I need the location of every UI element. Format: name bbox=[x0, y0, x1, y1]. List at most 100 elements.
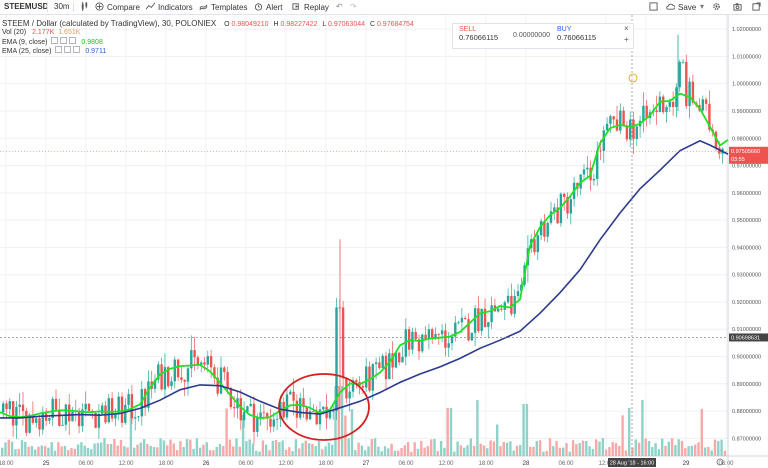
compare-button[interactable]: Compare bbox=[95, 2, 140, 12]
candle-body bbox=[516, 291, 520, 297]
candle-body bbox=[605, 123, 609, 131]
legend-ema9-row[interactable]: EMA (9, close) 0.9808 bbox=[2, 37, 414, 46]
price-chart[interactable]: 18:00 25 06:00 12:00 18:00 26 06:00 12:00 18:00 2… bbox=[0, 15, 768, 468]
interval-button[interactable]: 30m bbox=[54, 2, 70, 11]
volume-bar bbox=[614, 443, 618, 456]
candle-body bbox=[391, 353, 394, 368]
sell-button[interactable]: SELL 0.76066115 bbox=[459, 26, 498, 42]
volume-bar bbox=[327, 442, 331, 456]
volume-bar bbox=[538, 440, 542, 456]
trade-panel-add-icon[interactable]: + bbox=[624, 35, 629, 44]
candle-body bbox=[592, 178, 596, 181]
candle-body bbox=[612, 116, 615, 120]
candle-body bbox=[299, 398, 302, 418]
volume-bar bbox=[10, 441, 14, 456]
compare-label: Compare bbox=[107, 3, 140, 12]
volume-bar bbox=[367, 446, 370, 456]
volume-bar bbox=[199, 447, 202, 456]
candle-body bbox=[549, 211, 553, 223]
candle-body bbox=[213, 367, 216, 378]
indicators-button[interactable]: Indicators bbox=[146, 2, 193, 12]
legend-volume-row[interactable]: Vol (20) 2.177K 1.651K bbox=[2, 29, 414, 38]
volume-bar bbox=[710, 450, 713, 456]
volume-bar bbox=[354, 450, 357, 456]
ema9-line bbox=[0, 92, 729, 420]
volume-bar bbox=[657, 449, 661, 456]
ema25-line bbox=[0, 139, 729, 419]
snapshot-button[interactable] bbox=[733, 2, 745, 12]
x-tick-label: 06:00 bbox=[398, 461, 414, 467]
volume-bar bbox=[156, 447, 159, 456]
volume-bar bbox=[215, 446, 218, 456]
volume-bar bbox=[271, 440, 274, 456]
candle-body bbox=[206, 356, 209, 365]
volume-bar bbox=[4, 442, 7, 456]
volume-bar bbox=[558, 447, 562, 456]
fullscreen-button[interactable] bbox=[649, 2, 661, 12]
candle-body bbox=[497, 308, 500, 312]
bar-style-button[interactable] bbox=[80, 2, 92, 12]
candle-body bbox=[58, 409, 61, 426]
candle-body bbox=[381, 355, 384, 369]
candle-body bbox=[460, 317, 464, 323]
volume-bar bbox=[212, 450, 215, 456]
settings-button[interactable] bbox=[712, 2, 724, 12]
candle-body bbox=[196, 357, 200, 365]
candle-body bbox=[249, 403, 252, 407]
volume-bar bbox=[63, 445, 67, 456]
close-icon[interactable] bbox=[73, 45, 81, 53]
trade-panel-close-icon[interactable]: × bbox=[624, 24, 629, 33]
undo-button[interactable]: ↶ bbox=[336, 2, 343, 11]
volume-bar bbox=[377, 446, 380, 456]
candle-body bbox=[365, 366, 368, 388]
format-icon[interactable] bbox=[60, 37, 68, 44]
candle-body bbox=[51, 398, 54, 419]
candle-body bbox=[147, 381, 150, 408]
redo-button[interactable]: ↷ bbox=[350, 2, 357, 11]
volume-bar bbox=[449, 408, 453, 456]
volume-bar bbox=[53, 450, 57, 456]
crosshair-time-badge bbox=[608, 458, 656, 467]
buy-button[interactable]: BUY 0.76066115 bbox=[557, 26, 596, 42]
volume-bar bbox=[189, 439, 192, 456]
popup-button[interactable] bbox=[752, 2, 764, 12]
candle-body bbox=[510, 295, 513, 314]
candle-body bbox=[114, 414, 117, 419]
legend-ema25-row[interactable]: EMA (25, close) 0.9711 bbox=[2, 45, 414, 55]
volume-bar bbox=[637, 442, 641, 456]
replay-button[interactable]: Replay bbox=[292, 2, 329, 12]
x-tick-label: 06:00 bbox=[238, 461, 254, 467]
alert-button[interactable]: Alert bbox=[254, 2, 282, 12]
close-icon[interactable] bbox=[69, 37, 77, 44]
candle-body bbox=[398, 352, 401, 363]
eye-icon[interactable] bbox=[51, 37, 59, 44]
symbol-search[interactable]: STEEMUSD bbox=[4, 2, 49, 11]
candle-body bbox=[252, 403, 256, 432]
sell-label: SELL bbox=[459, 26, 477, 33]
volume-bar bbox=[585, 440, 588, 456]
candle-body bbox=[477, 308, 480, 331]
volume-bar bbox=[222, 445, 225, 456]
volume-bar bbox=[651, 447, 654, 456]
volume-bar bbox=[469, 438, 472, 456]
save-button[interactable]: Save bbox=[666, 2, 696, 12]
volume-bar bbox=[515, 445, 519, 456]
candle-body bbox=[186, 368, 190, 382]
camera-icon bbox=[733, 3, 742, 11]
volume-bar bbox=[133, 447, 136, 456]
countdown-label: 03:55 bbox=[731, 157, 745, 163]
candle-body bbox=[559, 193, 563, 224]
candle-body bbox=[269, 418, 272, 427]
volume-bar bbox=[443, 447, 446, 456]
volume-bar bbox=[347, 438, 350, 456]
x-tick-label: 12:00 bbox=[278, 461, 294, 467]
format-icon[interactable] bbox=[64, 45, 72, 53]
volume-bar bbox=[393, 450, 397, 456]
toolbar-divider bbox=[73, 2, 74, 12]
templates-button[interactable]: Templates bbox=[199, 2, 247, 12]
volume-bar bbox=[281, 440, 284, 456]
eye-icon[interactable] bbox=[55, 45, 63, 53]
save-menu-chevron-icon[interactable]: ▾ bbox=[700, 2, 705, 11]
candle-body bbox=[68, 404, 71, 422]
x-tick-label: 06:00 bbox=[718, 461, 734, 467]
